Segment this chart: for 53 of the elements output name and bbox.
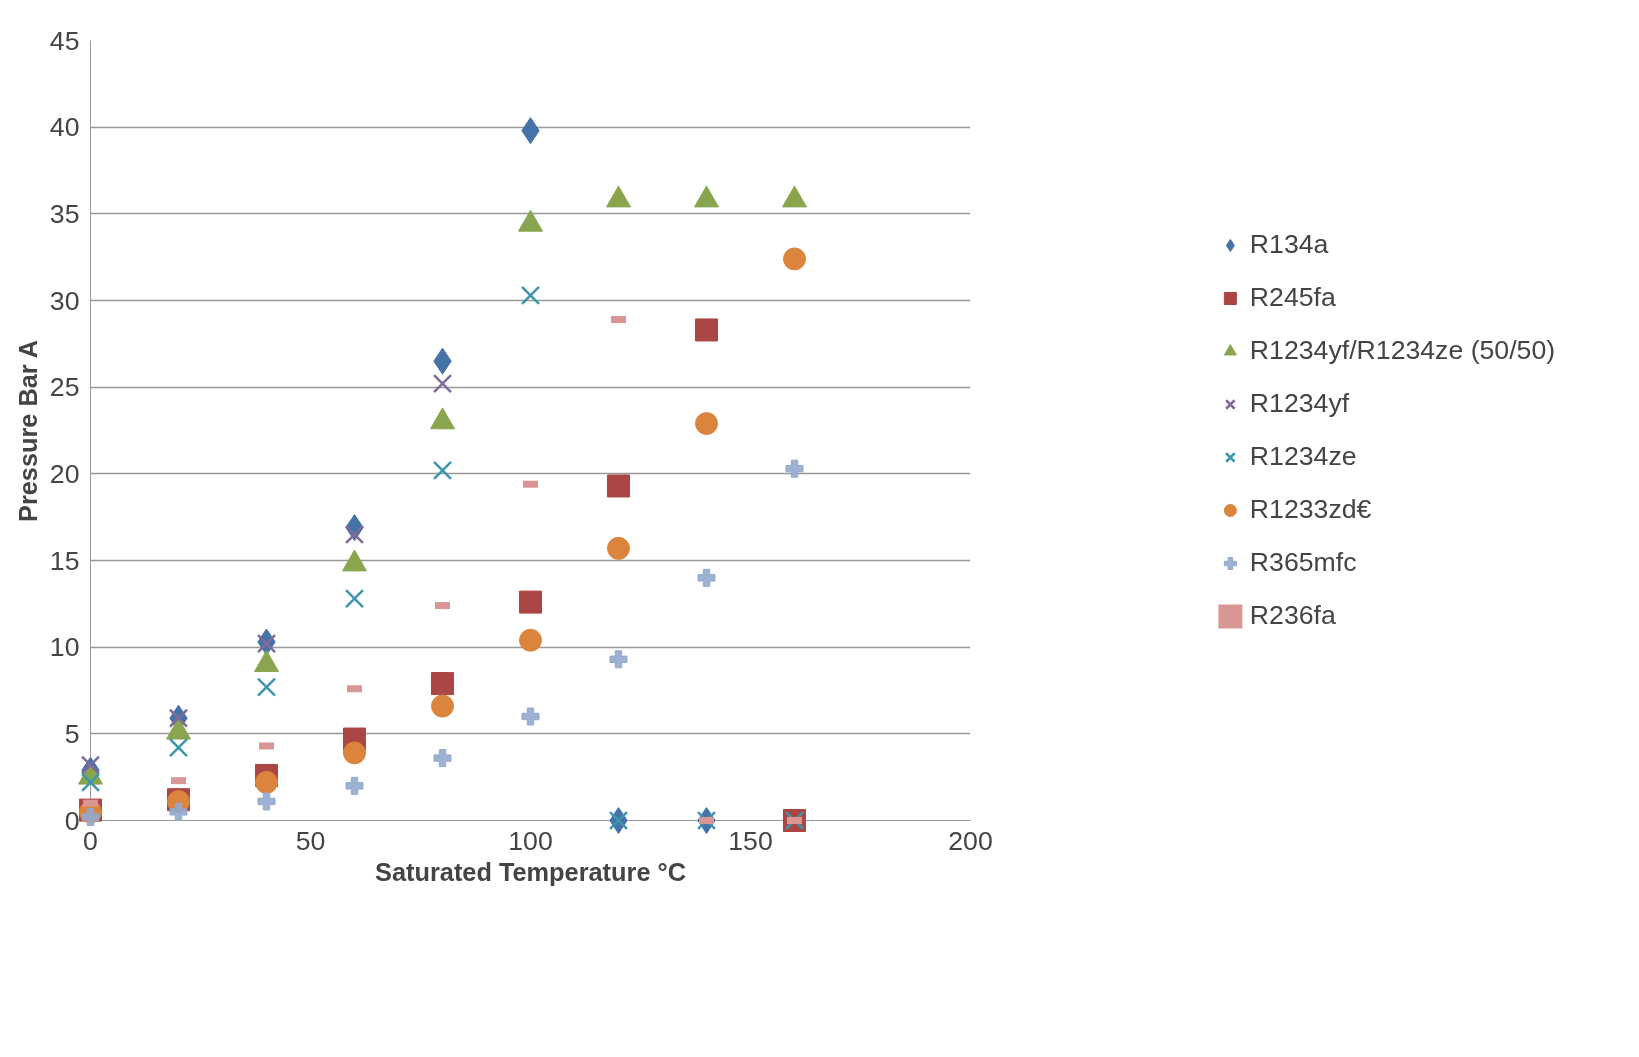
point: [256, 677, 277, 697]
point: [521, 707, 540, 726]
point: [344, 588, 365, 609]
point: [345, 776, 364, 795]
x-tick-label: 150: [728, 825, 773, 856]
point: [609, 650, 628, 669]
point: [697, 568, 716, 587]
x-tick-label: 50: [295, 825, 326, 856]
point: [255, 770, 278, 794]
point: [256, 633, 277, 654]
point: [607, 536, 630, 560]
legend-label: R134a: [1249, 229, 1329, 260]
point: [695, 318, 718, 342]
point: [344, 524, 365, 545]
point: [169, 802, 188, 821]
point: [785, 459, 804, 478]
y-tick-label: 10: [49, 632, 80, 663]
x-tick-label: 200: [948, 825, 993, 856]
y-tick-label: 15: [49, 545, 80, 576]
point: [431, 672, 454, 696]
point: [432, 373, 453, 394]
legend-label: R365mfc: [1249, 547, 1357, 578]
y-tick-label: 20: [49, 458, 80, 489]
y-tick-label: 25: [49, 372, 80, 403]
point: [168, 737, 189, 758]
point: [519, 590, 542, 614]
point: [431, 694, 454, 718]
legend-label: R1234yf: [1249, 388, 1350, 419]
y-tick-label: 40: [49, 112, 80, 143]
y-tick-label: 0: [64, 805, 80, 836]
point: [607, 474, 630, 498]
point: [783, 247, 806, 271]
x-axis-title: Saturated Temperature °C: [375, 857, 686, 886]
y-axis-title: Pressure Bar A: [13, 339, 42, 523]
point: [343, 741, 366, 765]
y-tick-label: 5: [64, 718, 80, 749]
y-tick-label: 45: [49, 25, 80, 56]
y-tick-label: 35: [49, 198, 80, 229]
legend-label: R1233zd€: [1249, 494, 1372, 525]
point: [520, 285, 541, 306]
legend-label: R245fa: [1249, 282, 1336, 313]
legend-label: R1234ze: [1249, 441, 1357, 472]
point: [80, 755, 101, 775]
point: [519, 628, 542, 652]
point: [80, 772, 101, 793]
legend-label: R236fa: [1249, 600, 1336, 631]
point: [433, 749, 452, 768]
point: [257, 792, 276, 811]
y-tick-label: 30: [49, 285, 80, 316]
point: [432, 460, 453, 481]
point: [695, 412, 718, 436]
x-tick-label: 100: [508, 825, 553, 856]
legend-label: R1234yf/R1234ze (50/50): [1249, 335, 1556, 366]
